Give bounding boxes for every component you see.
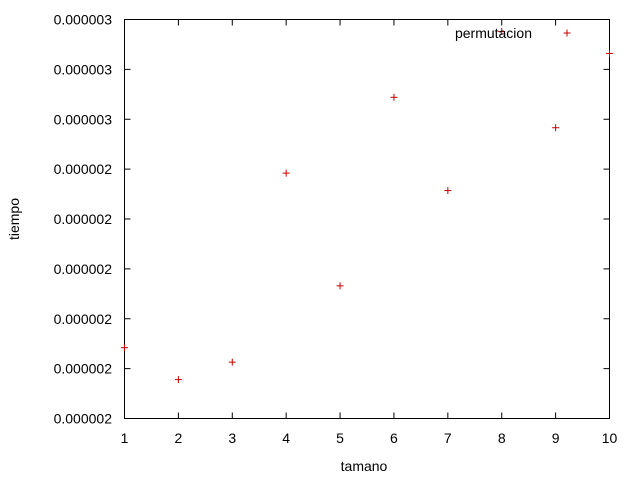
- x-axis-ticks: 1 2 3 4 5 6 7 8 9 10: [121, 19, 618, 446]
- data-point: [390, 93, 398, 101]
- y-tick-label: 0.000002: [54, 211, 113, 227]
- x-tick-label: 2: [174, 430, 182, 446]
- y-tick-label: 0.000002: [54, 361, 113, 377]
- data-point: [552, 124, 560, 132]
- data-point: [228, 358, 236, 366]
- legend-marker: [563, 29, 571, 37]
- y-tick-label: 0.000002: [54, 411, 113, 427]
- data-point: [282, 169, 290, 177]
- y-tick-label: 0.000002: [54, 161, 113, 177]
- x-tick-label: 1: [121, 430, 129, 446]
- legend: permutacion: [455, 25, 571, 41]
- legend-marker-plus: [563, 29, 571, 37]
- data-point: [174, 376, 182, 384]
- y-tick-label: 0.000003: [54, 111, 113, 127]
- x-tick-label: 6: [390, 430, 398, 446]
- x-tick-label: 8: [498, 430, 506, 446]
- y-tick-label: 0.000003: [54, 12, 113, 28]
- x-tick-label: 4: [282, 430, 290, 446]
- x-tick-label: 7: [444, 430, 452, 446]
- x-tick-label: 9: [552, 430, 560, 446]
- y-tick-label: 0.000002: [54, 311, 113, 327]
- x-tick-label: 10: [602, 430, 618, 446]
- data-point: [606, 49, 613, 57]
- y-tick-label: 0.000003: [54, 61, 113, 77]
- plot-frame: [124, 19, 610, 419]
- data-point: [444, 187, 452, 195]
- data-point: [336, 282, 344, 290]
- x-tick-label: 5: [336, 430, 344, 446]
- x-tick-label: 3: [228, 430, 236, 446]
- y-axis-ticks: 0.000002 0.000002 0.000002 0.000002 0.000002…: [54, 12, 610, 427]
- series-permutacion: [121, 27, 613, 384]
- data-point: [121, 344, 128, 352]
- y-tick-label: 0.000002: [54, 261, 113, 277]
- data-point: [498, 27, 506, 35]
- y-axis-label: tiempo: [6, 198, 22, 240]
- x-axis-label: tamano: [341, 458, 388, 474]
- legend-label-permutacion: permutacion: [455, 25, 532, 41]
